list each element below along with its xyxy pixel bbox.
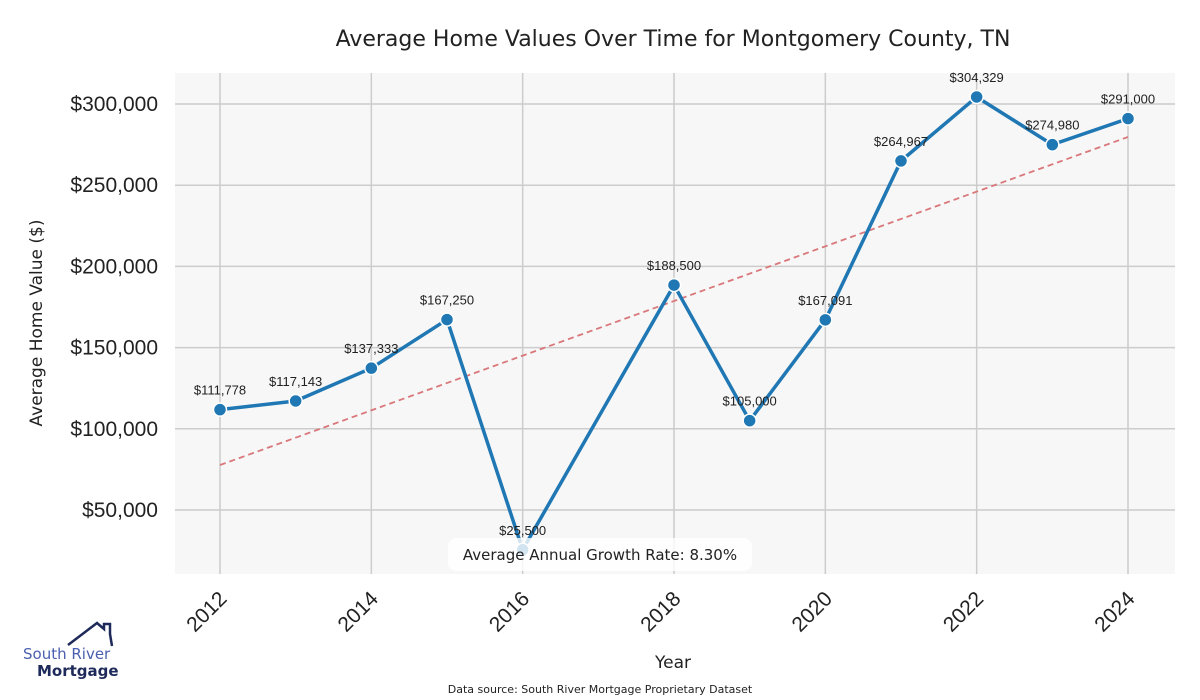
x-tick-label: 2020 (788, 587, 837, 636)
y-axis-label: Average Home Value ($) (27, 220, 47, 427)
y-tick-label: $50,000 (82, 499, 158, 522)
data-label-2012: $111,778 (194, 383, 246, 398)
x-axis-label: Year (654, 653, 691, 673)
data-point-2024 (1120, 111, 1136, 126)
data-label-2024: $291,000 (1101, 92, 1155, 107)
data-point-2014 (364, 360, 379, 376)
x-tick-label: 2024 (1090, 587, 1140, 637)
y-tick-label: $200,000 (70, 255, 158, 278)
data-source: Data source: South River Mortgage Propri… (448, 683, 753, 696)
data-label-2016: $25,500 (499, 523, 546, 538)
data-point-2015 (439, 312, 455, 327)
x-tick-label: 2012 (182, 587, 231, 636)
logo: South River Mortgage (23, 621, 119, 680)
y-tick-label: $300,000 (70, 93, 158, 116)
x-tick-label: 2022 (939, 587, 988, 636)
y-tick-label: $100,000 (70, 418, 158, 441)
x-tick-label: 2016 (485, 587, 534, 636)
x-tick-label: 2014 (334, 587, 384, 637)
data-label-2022: $304,329 (950, 70, 1004, 85)
data-point-2023 (1045, 137, 1060, 152)
data-point-2021 (893, 153, 909, 169)
logo-line2: Mortgage (37, 662, 119, 680)
data-point-2013 (288, 393, 303, 409)
data-point-2019 (742, 413, 757, 428)
data-label-2018: $188,500 (647, 258, 701, 273)
data-point-2020 (818, 312, 833, 328)
data-label-2023: $274,980 (1025, 118, 1079, 133)
data-label-2013: $117,143 (269, 374, 322, 389)
y-tick-label: $150,000 (70, 337, 158, 360)
data-label-2014: $137,333 (344, 341, 398, 356)
data-label-2021: $264,967 (874, 134, 928, 149)
plot-area (175, 73, 1175, 574)
data-point-2022 (969, 89, 984, 105)
data-point-2018 (666, 277, 682, 293)
series-line (219, 95, 1129, 552)
data-point-2012 (212, 402, 228, 417)
data-label-2019: $105,000 (723, 394, 777, 409)
growth-annotation: Average Annual Growth Rate: 8.30% (448, 538, 752, 571)
trend-line (219, 136, 1129, 466)
logo-line1: South River (23, 645, 111, 663)
x-tick-label: 2018 (636, 587, 685, 636)
data-label-2020: $167,091 (798, 293, 852, 308)
data-label-2015: $167,250 (420, 293, 474, 308)
y-tick-label: $250,000 (70, 174, 158, 197)
house-icon (67, 621, 114, 647)
chart-title: Average Home Values Over Time for Montgo… (336, 27, 1011, 52)
growth-rate-text: Average Annual Growth Rate: 8.30% (463, 546, 737, 564)
